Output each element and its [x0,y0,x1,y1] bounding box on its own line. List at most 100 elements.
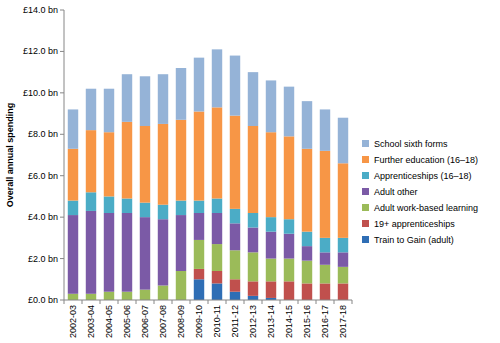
bar-segment [248,281,258,296]
bar-segment [248,252,258,281]
y-tick [60,134,64,135]
bar-segment [338,163,348,238]
bar-segment [122,292,132,300]
bar-segment [230,116,240,209]
bar-segment [320,238,330,253]
bar-segment [194,58,204,112]
bar-segment [68,201,78,216]
bar-segment [338,118,348,164]
y-tick [60,258,64,259]
x-tick-label: 2003-04 [86,305,96,338]
x-tick-label: 2002-03 [68,305,78,338]
x-tick-label: 2006-07 [140,305,150,338]
bar-segment [194,279,204,300]
x-tick-label: 2008-09 [176,305,186,338]
bar-segment [158,286,168,301]
bar-segment [302,232,312,247]
bar-segment [176,120,186,201]
bar-segment [68,215,78,294]
x-tick [334,300,335,304]
x-tick-label: 2005-06 [122,305,132,338]
x-tick [136,300,137,304]
bar-segment [122,213,132,292]
bar-segment [284,234,294,259]
bar-segment [122,122,132,199]
x-tick-label: 2004-05 [104,305,114,338]
bar-segment [230,250,240,279]
bar-segment [266,80,276,132]
y-tick-label: £10.0 bn [23,88,58,98]
x-tick [100,300,101,304]
bar-segment [230,279,240,291]
bar-segment [338,238,348,253]
bar-segment [320,151,330,238]
bar-segment [194,213,204,240]
y-tick [60,217,64,218]
y-tick-label: £6.0 bn [28,171,58,181]
bar-segment [158,219,168,285]
chart: £0.0 bn£2.0 bn£4.0 bn£6.0 bn£8.0 bn£10.0… [0,0,500,343]
bar-segment [248,126,258,213]
bar-segment [212,49,222,107]
legend-swatch [362,156,369,163]
bar-segment [212,107,222,198]
x-tick [226,300,227,304]
x-tick-label: 2007-08 [158,305,168,338]
bar-segment [194,201,204,213]
bar-segment [320,252,330,264]
x-tick-label: 2014-15 [284,305,294,338]
bar-segment [266,217,276,232]
bar-segment [158,124,168,205]
bar-segment [248,72,258,126]
legend-label: Further education (16–18) [374,155,478,165]
bar-segment [68,149,78,201]
legend-label: Adult other [374,187,418,197]
bar-segment [122,199,132,214]
y-tick-label: £2.0 bn [28,254,58,264]
x-tick [280,300,281,304]
x-tick-label: 2016-17 [320,305,330,338]
legend-swatch [362,188,369,195]
x-tick-label: 2011-12 [230,305,240,337]
bar-segment [176,215,186,271]
bar-segment [302,246,312,261]
legend-swatch [362,236,369,243]
bar-segment [266,281,276,298]
x-tick-label: 2017-18 [338,305,348,338]
legend-label: Adult work-based learning [374,203,478,213]
bar-segment [212,283,222,300]
bar-segment [140,290,150,300]
bar-segment [302,283,312,300]
y-tick [60,300,64,301]
legend-swatch [362,172,369,179]
bar-segment [176,201,186,216]
bar-segment [122,74,132,122]
bar-segment [104,292,114,300]
bar-segment [212,213,222,244]
bars [68,49,348,300]
bar-segment [230,292,240,300]
x-tick [208,300,209,304]
bar-segment [320,283,330,300]
x-tick [82,300,83,304]
bar-segment [320,109,330,150]
bar-segment [158,205,168,220]
bar-segment [176,271,186,300]
bar-segment [194,112,204,201]
y-tick [60,10,64,11]
bar-segment [194,269,204,279]
bar-segment [212,244,222,271]
y-tick-label: £14.0 bn [23,5,58,15]
y-axis-title: Overall annual spending [5,103,15,208]
bar-segment [212,271,222,283]
bar-segment [284,281,294,300]
x-tick-label: 2012-13 [248,305,258,338]
bar-segment [230,223,240,250]
x-tick-label: 2015-16 [302,305,312,338]
bar-segment [140,203,150,218]
bar-segment [140,217,150,290]
y-tick [60,175,64,176]
bar-segment [194,240,204,269]
bar-segment [338,267,348,284]
y-axis [64,10,65,300]
